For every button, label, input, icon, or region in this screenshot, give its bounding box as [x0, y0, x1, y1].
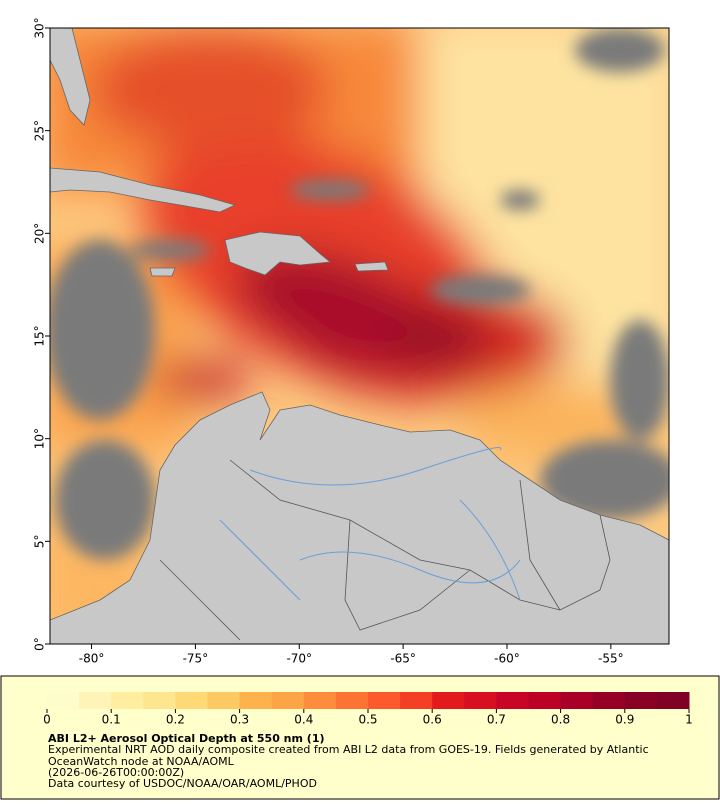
cuba [50, 167, 237, 213]
colorbar-tick-label: 0.8 [551, 713, 570, 727]
x-tick-label: -80° [79, 652, 105, 666]
colorbar-tick-label: 0.4 [294, 713, 313, 727]
description-line: OceanWatch node at NOAA/AOML [48, 755, 235, 768]
hispaniola [224, 231, 331, 276]
colorbar-step [111, 692, 144, 709]
florida [50, 28, 91, 126]
x-tick-label: -55° [598, 652, 624, 666]
colorbar-step [79, 692, 112, 709]
y-tick-label: 10° [33, 428, 47, 449]
y-tick-label: 20° [33, 223, 47, 244]
legend-title: ABI L2+ Aerosol Optical Depth at 550 nm … [48, 732, 325, 745]
puerto-rico [354, 261, 389, 272]
colorbar-tick-label: 0.1 [102, 713, 121, 727]
colorbar-tick-label: 0.5 [358, 713, 377, 727]
borders [159, 459, 611, 641]
colorbar-step [335, 692, 369, 709]
x-tick-label: -70° [286, 652, 312, 666]
colorbar-step [624, 692, 658, 709]
colorbar-step [432, 692, 465, 709]
colorbar-step [464, 692, 497, 709]
colorbar-step [528, 692, 562, 709]
colorbar-tick-label: 1 [685, 713, 693, 727]
description-line: (2026-06-26T00:00:00Z) [48, 766, 184, 779]
land [50, 28, 669, 644]
y-tick-label: 15° [33, 325, 47, 346]
colorbar-step [656, 692, 690, 709]
map-area [50, 28, 669, 644]
colorbar-step [496, 692, 529, 709]
description-line: Experimental NRT AOD daily composite cre… [48, 743, 649, 756]
colorbar-step [400, 692, 433, 709]
colorbar-tick-label: 0.3 [230, 713, 249, 727]
colorbar-tick-label: 0.2 [166, 713, 185, 727]
colorbar-tick-label: 0 [43, 713, 51, 727]
y-tick-label: 25° [33, 120, 47, 141]
y-tick-label: 30° [33, 17, 47, 38]
colorbar-step [303, 692, 337, 709]
x-tick-label: -65° [390, 652, 416, 666]
colorbar-step [47, 692, 80, 709]
colorbar-step [207, 692, 241, 709]
x-tick-label: -60° [494, 652, 520, 666]
colorbar-tick-label: 0.9 [615, 713, 634, 727]
colorbar-step [175, 692, 208, 709]
y-tick-label: 5° [33, 535, 47, 549]
colorbar-step [143, 692, 176, 709]
colorbar-step [368, 692, 401, 709]
colorbar-step [271, 692, 305, 709]
x-tick-label: -75° [183, 652, 209, 666]
description-line: Data courtesy of USDOC/NOAA/OAR/AOML/PHO… [48, 777, 317, 790]
colorbar-tick-label: 0.7 [487, 713, 506, 727]
colorbar-step [239, 692, 273, 709]
colorbar-tick-label: 0.6 [423, 713, 442, 727]
colorbar-step [560, 692, 594, 709]
rivers [219, 447, 521, 601]
colorbar: 0 0.1 0.2 0.3 0.4 0.5 0.6 0.7 0.8 0.9 1 [43, 692, 693, 727]
cloud-mask [50, 28, 669, 560]
y-tick-label: 0° [33, 637, 47, 651]
jamaica [149, 267, 176, 277]
colorbar-step [592, 692, 626, 709]
axes: -80° -75° -70° -65° -60° -55° 0° 5° 10° 15° 20° 25°… [33, 17, 624, 665]
south-america [50, 391, 669, 644]
